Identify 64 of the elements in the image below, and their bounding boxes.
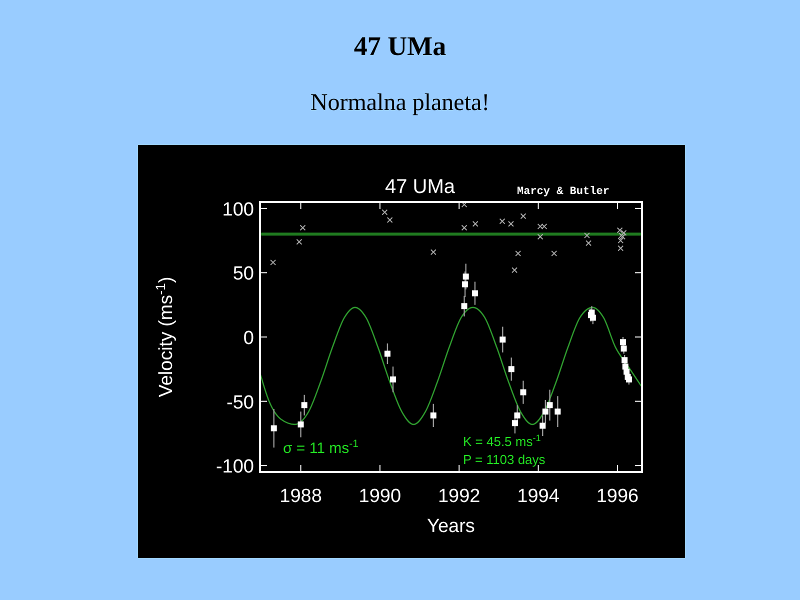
x-tick-label: 1988: [280, 486, 322, 507]
point: [512, 420, 518, 426]
x-tick-label: 1992: [438, 486, 480, 507]
point: [382, 209, 388, 216]
point: [542, 408, 548, 415]
line-series: [260, 306, 642, 426]
point: [537, 234, 544, 240]
x-tick-label: 1994: [517, 486, 560, 507]
point: [508, 366, 514, 372]
point: [430, 412, 436, 418]
point: [472, 290, 478, 296]
point: [461, 303, 468, 310]
annotation: σ = 11 ms$^{-1}$: [283, 438, 359, 457]
point: [300, 224, 306, 231]
point: [512, 267, 518, 274]
point: [541, 223, 548, 230]
point: [554, 408, 561, 415]
point: [270, 425, 277, 432]
point: [616, 227, 623, 234]
point: [390, 376, 396, 382]
point: [472, 220, 478, 227]
point: [508, 220, 514, 227]
point: [620, 230, 627, 236]
annotation: P = 1103 days: [463, 452, 546, 467]
y-tick-label: -50: [226, 392, 254, 414]
point: [551, 250, 558, 256]
point: [500, 336, 506, 343]
point: [618, 238, 624, 244]
text: 47 UMa: [384, 176, 456, 198]
point: [590, 314, 596, 321]
point: [546, 402, 553, 408]
point: [301, 402, 308, 408]
point: [461, 224, 468, 231]
chart-subtitle: Normalna planeta!: [310, 90, 490, 116]
point: [384, 350, 390, 357]
point: [586, 240, 592, 246]
point: [462, 281, 468, 288]
y-tick-label: 100: [222, 199, 254, 220]
point: [520, 389, 526, 396]
point: [430, 249, 436, 256]
point: [386, 217, 393, 223]
point: [499, 218, 506, 224]
x-axis-title: Years: [427, 516, 475, 537]
y-tick-label: -100: [216, 456, 254, 478]
y-tick-label: 0: [243, 328, 254, 349]
point: [296, 238, 302, 245]
point: [537, 223, 544, 230]
point: [514, 412, 520, 418]
point: [620, 346, 627, 352]
text: Marcy & Butler: [517, 186, 610, 198]
point: [584, 232, 590, 238]
chart-title: 47 UMa: [354, 31, 447, 61]
point: [515, 250, 522, 256]
y-tick-label: 50: [232, 264, 254, 285]
point: [270, 259, 276, 266]
point: [540, 422, 546, 429]
point: [462, 274, 469, 280]
annotation: K = 45.5 ms$^{-1}$: [463, 433, 541, 449]
x-tick-label: 1990: [358, 486, 402, 507]
point: [626, 376, 632, 382]
point: [520, 213, 526, 220]
x-tick-label: 1996: [596, 486, 639, 507]
point: [298, 421, 304, 428]
point: [618, 245, 624, 252]
